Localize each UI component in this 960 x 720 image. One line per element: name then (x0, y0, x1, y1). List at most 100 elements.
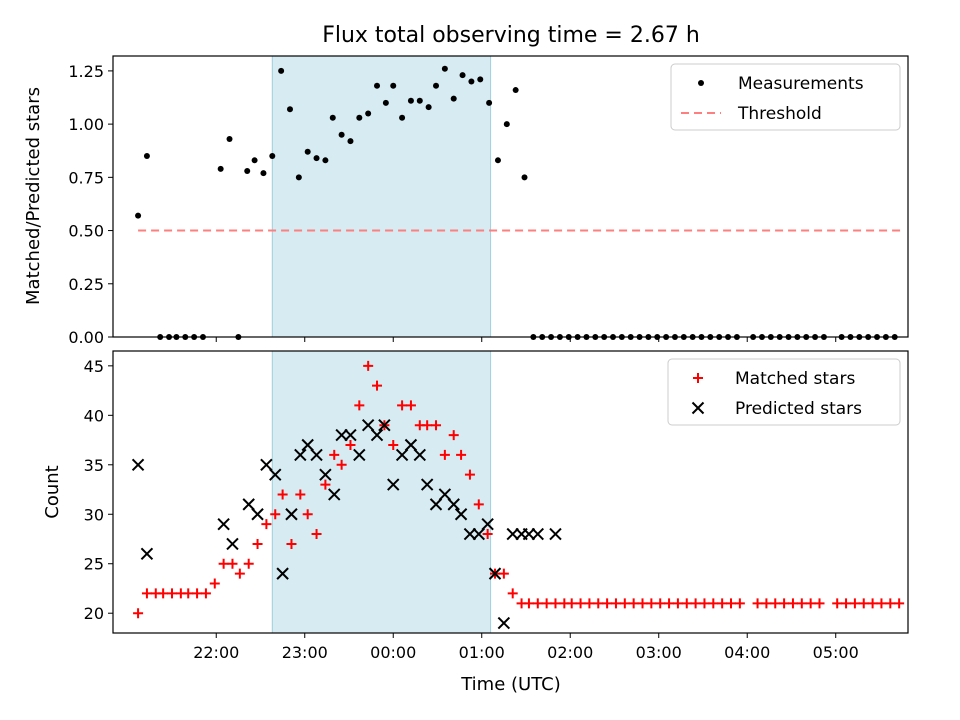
bottom-predicted-point (353, 448, 366, 462)
top-measurement-point (313, 155, 320, 162)
bottom-predicted-point (481, 517, 494, 531)
bottom-matched-point (422, 420, 433, 431)
bottom-matched-point (141, 588, 152, 599)
top-y-tick-label: 0.50 (68, 222, 104, 241)
top-measurement-point (135, 212, 142, 219)
bottom-predicted-point (429, 498, 443, 511)
bottom-predicted-point (447, 498, 460, 511)
bottom-predicted-point (242, 498, 255, 511)
bottom-predicted-point (335, 428, 348, 442)
bottom-matched-point (320, 479, 331, 490)
bottom-predicted-point (420, 478, 434, 491)
top-measurement-point (494, 157, 501, 164)
bottom-matched-point (286, 538, 297, 549)
bottom-axes-frame (112, 350, 909, 634)
bottom-legend-box (667, 358, 901, 426)
bottom-matched-point (218, 558, 229, 569)
bottom-predicted-point (131, 458, 145, 471)
top-panel: 0.00 0.25 0.50 0.75 1.00 1.25 Measurements Thre… (68, 55, 909, 347)
bottom-matched-point (336, 459, 347, 470)
bottom-matched-point (431, 420, 442, 431)
bottom-matched-point (482, 529, 493, 540)
bottom-matched-point (372, 380, 383, 391)
x-tick-label: 01:00 (459, 643, 505, 662)
top-measurement-point (304, 148, 311, 155)
bottom-matched-point (832, 598, 843, 609)
bottom-highlight-span (271, 350, 492, 634)
bottom-predicted-point (285, 508, 298, 521)
bottom-legend-label: Matched stars (735, 369, 855, 389)
bottom-matched-point (329, 449, 340, 460)
x-tick-label: 22:00 (193, 643, 239, 662)
top-measurement-point (322, 157, 329, 164)
bottom-matched-point (690, 598, 701, 609)
bottom-y-tick-label: 25 (84, 555, 104, 574)
bottom-y-tick-label: 20 (84, 604, 104, 623)
bottom-matched-point (345, 440, 356, 450)
bottom-matched-point (655, 598, 666, 609)
bottom-matched-point (734, 598, 745, 609)
bottom-matched-point (602, 598, 613, 609)
top-measurement-point (512, 87, 519, 94)
top-measurement-point (450, 95, 457, 102)
top-measurement-point (269, 153, 276, 160)
top-measurement-point (521, 174, 528, 181)
top-measurement-point (468, 78, 475, 85)
top-measurement-point (382, 99, 389, 106)
bottom-matched-point (464, 469, 475, 480)
bottom-predicted-point (301, 438, 314, 452)
x-tick-label: 23:00 (282, 643, 328, 662)
bottom-matched-point (311, 529, 322, 540)
top-measurement-point (244, 167, 251, 174)
bottom-predicted-point (454, 508, 468, 521)
bottom-y-tick-label: 45 (84, 357, 104, 376)
bottom-matched-point (761, 598, 772, 609)
bottom-matched-point (814, 598, 825, 609)
bottom-predicted-point (506, 527, 519, 541)
bottom-matched-point (787, 598, 798, 609)
top-measurement-point (347, 138, 354, 145)
bottom-predicted-point (395, 448, 409, 462)
bottom-predicted-point (497, 616, 511, 630)
bottom-predicted-point (319, 468, 332, 481)
bottom-matched-point (867, 598, 878, 609)
bottom-legend-marker-predicted (691, 401, 705, 415)
bottom-matched-point (183, 588, 194, 599)
bottom-predicted-point (260, 458, 273, 471)
top-measurement-point (407, 97, 414, 104)
bottom-matched-point (593, 598, 604, 609)
top-measurement-point (374, 82, 381, 89)
top-measurement-point (329, 114, 336, 121)
top-legend-label: Threshold (737, 104, 822, 124)
bottom-legend-label: Predicted stars (735, 399, 862, 419)
bottom-matched-point (708, 598, 719, 609)
bottom-matched-point (550, 598, 561, 609)
bottom-matched-point (885, 598, 896, 609)
bottom-matched-point (672, 598, 683, 609)
top-legend-box (670, 63, 901, 131)
bottom-panel: 20 25 30 35 40 45 22:00 23:00 00:00 01:00 02:00 03:… (84, 350, 909, 662)
bottom-y-tick-label: 35 (84, 456, 104, 475)
top-measurement-point (251, 157, 258, 164)
bottom-matched-point (610, 598, 621, 609)
top-chart-title: Flux total observing time = 2.67 h (322, 23, 700, 48)
bottom-matched-point (200, 588, 211, 599)
bottom-matched-point (448, 430, 459, 441)
bottom-matched-point (270, 509, 281, 520)
bottom-predicted-point (344, 428, 357, 442)
bottom-predicted-point (294, 448, 307, 462)
top-y-axis-label: Matched/Predicted stars (23, 87, 44, 305)
bottom-y-tick-label: 40 (84, 406, 104, 425)
bottom-matched-point (405, 400, 416, 411)
top-y-tick-label: 1.00 (68, 115, 104, 134)
top-y-tick-label: 0.00 (68, 328, 104, 347)
top-measurement-point (477, 76, 484, 83)
bottom-matched-point (277, 489, 288, 500)
bottom-matched-point (726, 598, 737, 609)
bottom-predicted-point (310, 448, 323, 462)
bottom-matched-point (796, 598, 807, 609)
bottom-predicted-point (387, 478, 400, 491)
bottom-predicted-point (370, 428, 384, 442)
bottom-matched-point (209, 578, 220, 589)
x-tick-label: 02:00 (547, 643, 593, 662)
